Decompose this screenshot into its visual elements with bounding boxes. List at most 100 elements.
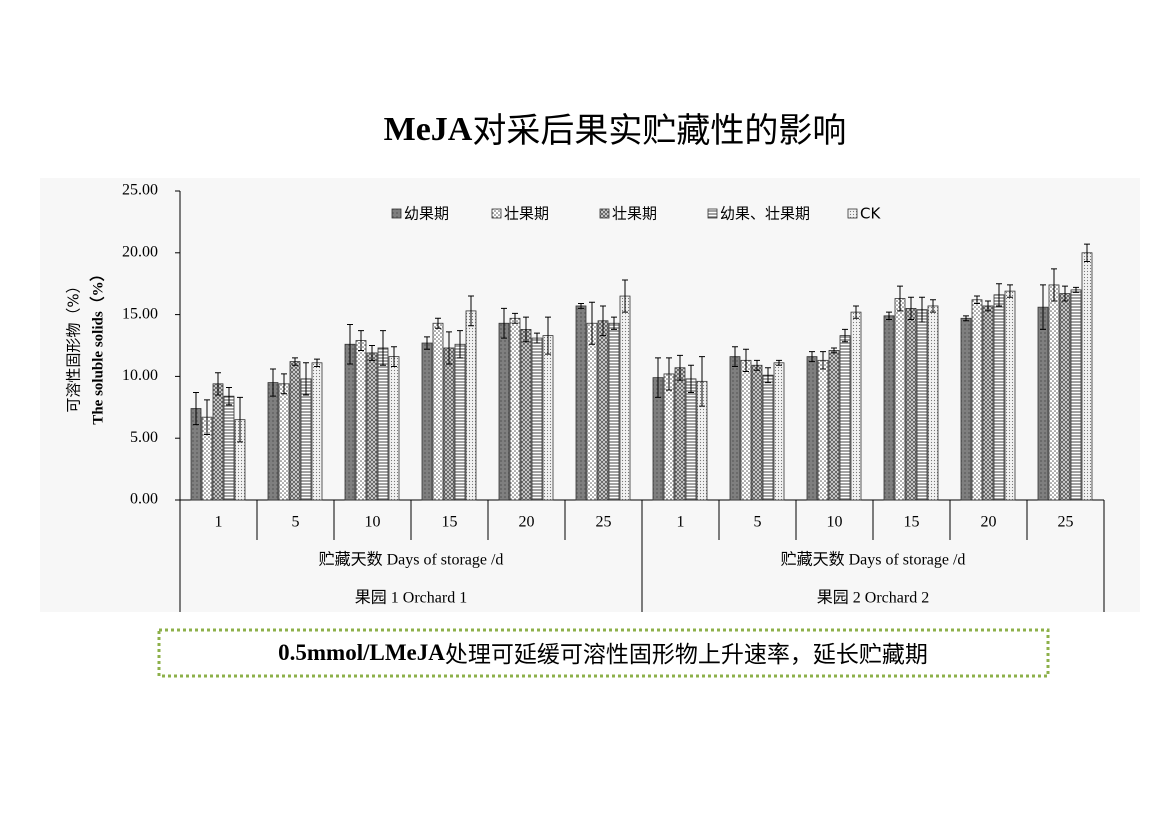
- error-bar: [270, 368, 276, 397]
- bar: [1037, 306, 1049, 501]
- error-bar: [468, 295, 474, 327]
- y-tick-label: 20.00: [122, 243, 158, 260]
- bar: [223, 395, 235, 501]
- legend-label: 壮果期: [504, 205, 549, 223]
- bar: [729, 356, 741, 501]
- error-bar: [842, 328, 848, 343]
- error-bar: [985, 300, 991, 312]
- error-bar: [776, 359, 782, 366]
- bar: [608, 322, 620, 501]
- error-bar: [292, 357, 298, 366]
- bar: [663, 373, 675, 501]
- bar: [289, 361, 301, 501]
- error-bar: [380, 330, 386, 366]
- x-tick-label: 10: [365, 514, 381, 531]
- y-tick-label: 5.00: [130, 429, 158, 446]
- bar: [762, 374, 774, 501]
- error-bar: [886, 311, 892, 321]
- bar: [377, 347, 389, 501]
- error-bar: [237, 396, 243, 443]
- bar: [850, 311, 862, 501]
- error-bar: [512, 312, 518, 324]
- x-tick-label: 20: [981, 514, 997, 531]
- bar: [454, 343, 466, 501]
- error-bar: [754, 359, 760, 371]
- error-bar: [589, 301, 595, 345]
- bar: [586, 322, 598, 501]
- error-bar: [765, 367, 771, 384]
- error-bar: [204, 399, 210, 435]
- error-bar: [457, 330, 463, 359]
- x-tick-label: 5: [292, 514, 300, 531]
- error-bar: [743, 348, 749, 372]
- error-bar: [930, 299, 936, 313]
- bar: [1081, 252, 1093, 501]
- bar: [443, 347, 455, 501]
- bar: [465, 310, 477, 501]
- error-bar: [347, 323, 353, 365]
- bar: [432, 322, 444, 501]
- error-bar: [974, 295, 980, 304]
- x-tick-label: 1: [215, 514, 223, 531]
- x-tick-label: 20: [519, 514, 535, 531]
- title-rest: 对采后果实贮藏性的影响: [472, 111, 846, 151]
- error-bar: [908, 296, 914, 321]
- error-bar: [809, 351, 815, 363]
- legend-swatch: [391, 208, 402, 219]
- bar: [993, 294, 1005, 501]
- bar: [685, 378, 697, 501]
- error-bar: [391, 346, 397, 368]
- legend-label: CK: [860, 205, 881, 223]
- x-tick-label: 25: [1058, 514, 1074, 531]
- bar: [927, 305, 939, 501]
- bar: [498, 322, 510, 501]
- slide-title: MeJA对采后果实贮藏性的影响: [384, 111, 847, 151]
- error-bar: [831, 347, 837, 354]
- y-tick-label: 0.00: [130, 491, 158, 508]
- note-rest: 处理可延缓可溶性固形物上升速率，延长贮藏期: [445, 642, 928, 668]
- bar: [366, 352, 378, 501]
- error-bar: [732, 346, 738, 368]
- bar: [894, 298, 906, 501]
- bar: [916, 309, 928, 501]
- bar: [542, 335, 554, 501]
- legend-swatch: [599, 208, 610, 219]
- x-axis-title: 贮藏天数 Days of storage /d: [781, 551, 966, 569]
- error-bar: [1051, 268, 1057, 302]
- bar: [509, 317, 521, 501]
- error-bar: [501, 307, 507, 339]
- error-bar: [303, 362, 309, 396]
- error-bar: [699, 356, 705, 407]
- note-bold: 0.5mmol/LMeJA: [278, 640, 445, 665]
- legend-label: 幼果期: [404, 205, 449, 223]
- bar: [1004, 290, 1016, 501]
- y-axis-title: The soluble solids（%）: [88, 266, 106, 424]
- error-bar: [600, 305, 606, 337]
- error-bar: [369, 345, 375, 361]
- error-bar: [1040, 284, 1046, 330]
- error-bar: [963, 315, 969, 322]
- bar: [520, 329, 532, 501]
- error-bar: [666, 357, 672, 391]
- error-bar: [435, 317, 441, 329]
- legend-swatch: [847, 208, 858, 219]
- bar: [212, 383, 224, 501]
- bar: [531, 337, 543, 501]
- x-tick-label: 1: [677, 514, 685, 531]
- error-bar: [688, 364, 694, 393]
- bar: [355, 340, 367, 501]
- bar: [311, 362, 323, 501]
- bar: [960, 317, 972, 501]
- group-label: 果园 2 Orchard 2: [817, 590, 929, 607]
- y-tick-label: 15.00: [122, 305, 158, 322]
- bar: [1048, 284, 1060, 501]
- bar: [278, 383, 290, 501]
- error-bar: [281, 373, 287, 395]
- bar: [619, 295, 631, 501]
- bar: [817, 359, 829, 501]
- error-bar: [1084, 243, 1090, 262]
- bar: [883, 315, 895, 501]
- error-bar: [1062, 285, 1068, 302]
- error-bar: [578, 302, 584, 309]
- y-tick-label: 10.00: [122, 367, 158, 384]
